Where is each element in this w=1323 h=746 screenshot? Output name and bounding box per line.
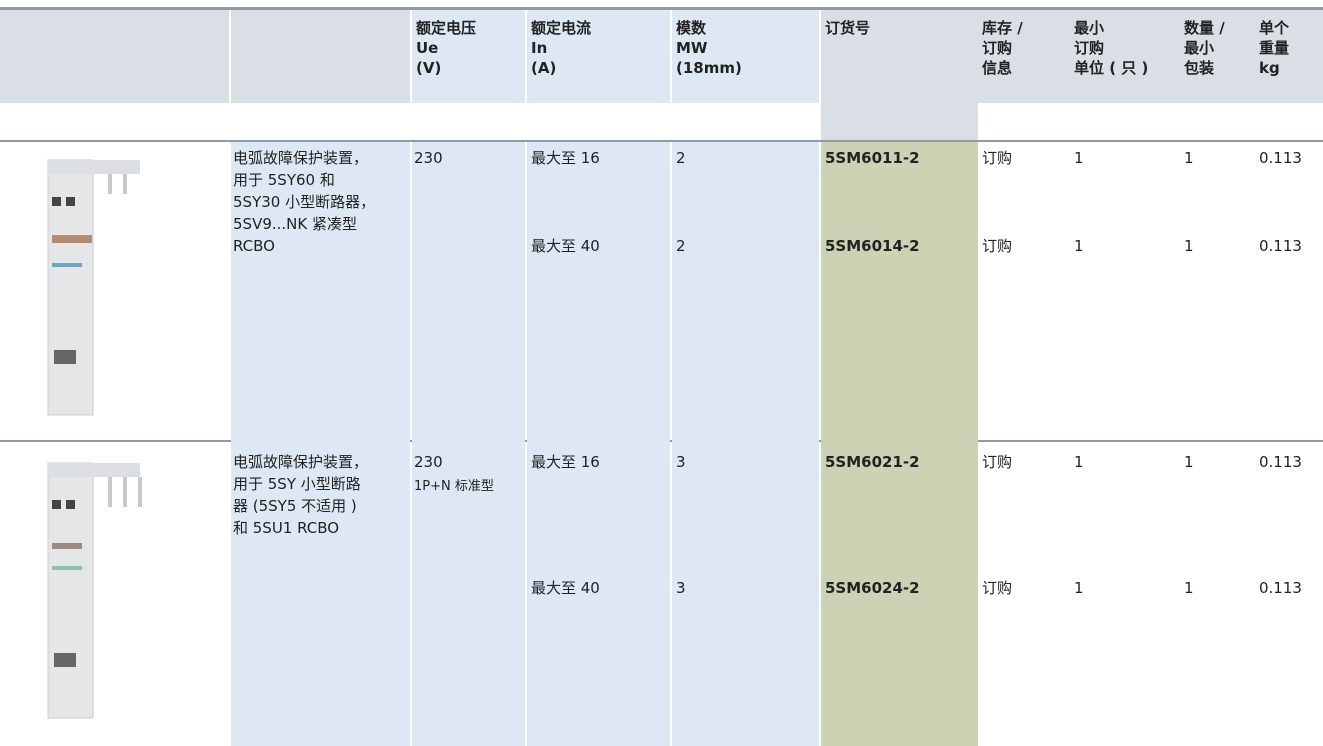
description: 用于 5SY60 和: [233, 171, 335, 189]
current: 最大至 16: [531, 453, 600, 471]
order-no: 5SM6021-2: [825, 453, 920, 471]
voltage: 1P+N 标准型: [414, 479, 494, 494]
current: 最大至 40: [531, 237, 600, 255]
header-label: (18mm): [676, 59, 742, 77]
stock: 订购: [982, 453, 1013, 471]
header-cell-bg: [231, 10, 410, 103]
header-label: (V): [416, 59, 442, 77]
order-no: 5SM6011-2: [825, 149, 920, 167]
product-image: [47, 159, 140, 416]
header-label: 最小: [1074, 19, 1105, 37]
description: 5SY30 小型断路器，: [233, 193, 376, 211]
min-order: 1: [1074, 149, 1084, 167]
header-label: 单位 ( 只 ): [1074, 59, 1149, 77]
column-bg: [231, 142, 410, 746]
header-label: 数量 /: [1184, 19, 1225, 37]
header-label: 订购: [982, 39, 1013, 57]
weight: 0.113: [1259, 237, 1302, 255]
weight: 0.113: [1259, 149, 1302, 167]
description: 器 (5SY5 不适用 ): [233, 497, 357, 515]
description: 电弧故障保护装置，: [233, 453, 369, 471]
column-bg: [821, 142, 978, 746]
header-label: 最小: [1184, 39, 1215, 57]
qty: 1: [1184, 453, 1194, 471]
header-label: kg: [1259, 59, 1280, 77]
header-cell-bg: [1255, 10, 1323, 103]
voltage: 230: [414, 453, 443, 471]
modules: 3: [676, 579, 686, 597]
voltage: 230: [414, 149, 443, 167]
header-cell-bg: [978, 10, 1070, 103]
header-label: 额定电压: [416, 19, 477, 37]
header-label: 库存 /: [982, 19, 1023, 37]
column-bg: [672, 142, 819, 746]
product-image: [47, 462, 142, 719]
header-cell-bg: [821, 10, 978, 103]
header-cell-bg: [0, 10, 229, 103]
header-label: 包装: [1184, 59, 1215, 77]
description: 用于 5SY 小型断路: [233, 475, 361, 493]
min-order: 1: [1074, 237, 1084, 255]
weight: 0.113: [1259, 579, 1302, 597]
stock: 订购: [982, 579, 1013, 597]
header-label: 订货号: [825, 19, 871, 37]
qty: 1: [1184, 579, 1194, 597]
header-label: 重量: [1259, 39, 1290, 57]
header-label: 额定电流: [531, 19, 592, 37]
description: 电弧故障保护装置，: [233, 149, 369, 167]
current: 最大至 16: [531, 149, 600, 167]
min-order: 1: [1074, 579, 1084, 597]
stock: 订购: [982, 149, 1013, 167]
header-label: Ue: [416, 39, 439, 57]
header-label: 信息: [982, 59, 1013, 77]
header-cell-bg: [527, 10, 670, 103]
header-cell-bg: [672, 10, 819, 103]
stock: 订购: [982, 237, 1013, 255]
header-label: MW: [676, 39, 708, 57]
header-cell-bg: [1180, 10, 1255, 103]
description: RCBO: [233, 237, 275, 255]
column-bg: [412, 142, 525, 746]
modules: 2: [676, 237, 686, 255]
description: 和 5SU1 RCBO: [233, 519, 340, 537]
column-bg: [527, 142, 670, 746]
weight: 0.113: [1259, 453, 1302, 471]
description: 5SV9...NK 紧凑型: [233, 215, 357, 233]
header-label: (A): [531, 59, 557, 77]
order-no: 5SM6024-2: [825, 579, 920, 597]
qty: 1: [1184, 237, 1194, 255]
header-label: 订购: [1074, 39, 1105, 57]
row-rule: [0, 140, 1323, 142]
header-label: In: [531, 39, 548, 57]
column-bg: [821, 103, 978, 140]
header-label: 单个: [1259, 19, 1290, 37]
current: 最大至 40: [531, 579, 600, 597]
header-cell-bg: [412, 10, 525, 103]
order-no: 5SM6014-2: [825, 237, 920, 255]
qty: 1: [1184, 149, 1194, 167]
modules: 2: [676, 149, 686, 167]
top-rule: [0, 7, 1323, 10]
header-cell-bg: [1070, 10, 1180, 103]
min-order: 1: [1074, 453, 1084, 471]
header-label: 模数: [676, 19, 707, 37]
modules: 3: [676, 453, 686, 471]
